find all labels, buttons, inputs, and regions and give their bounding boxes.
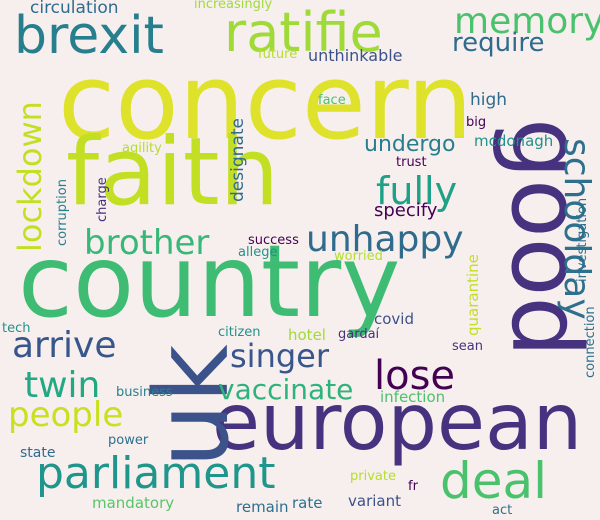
word-power: power	[108, 433, 149, 448]
word-trust: trust	[396, 155, 427, 170]
word-variant: variant	[348, 492, 401, 510]
word-state: state	[20, 445, 56, 461]
word-remain: remain	[236, 498, 289, 516]
word-fully: fully	[376, 169, 458, 213]
word-brexit: brexit	[14, 6, 164, 66]
word-circulation: circulation	[30, 0, 119, 18]
word-private: private	[350, 469, 396, 484]
word-future: future	[258, 47, 298, 62]
word-worried: worried	[334, 249, 383, 264]
word-singer: singer	[230, 337, 329, 375]
word-act: act	[492, 503, 513, 518]
word-parliament: parliament	[36, 448, 276, 499]
word-twin: twin	[24, 365, 101, 406]
word-brother: brother	[84, 223, 210, 263]
word-ratifie: ratifie	[224, 1, 383, 64]
word-agility: agility	[122, 141, 162, 156]
word-lose: lose	[374, 353, 456, 399]
word-allege: allege	[238, 245, 278, 260]
word-charge: charge	[95, 177, 110, 222]
word-business: business	[116, 385, 173, 400]
word-memory: memory	[454, 1, 600, 42]
word-infection: infection	[380, 388, 446, 406]
word-mandatory: mandatory	[92, 494, 175, 512]
word-hotel: hotel	[288, 326, 326, 344]
word-quarantine: quarantine	[464, 254, 482, 336]
word-european: european	[212, 378, 583, 468]
word-success: success	[248, 233, 299, 248]
word-people: people	[8, 395, 124, 435]
word-specify: specify	[374, 200, 438, 221]
word-sean: sean	[452, 339, 483, 354]
word-fr: fr	[408, 479, 418, 494]
word-corruption: corruption	[55, 179, 70, 246]
word-arrive: arrive	[12, 325, 117, 366]
word-big: big	[466, 115, 487, 130]
word-high: high	[470, 90, 508, 110]
word-citizen: citizen	[218, 325, 261, 340]
word-lockdown: lockdown	[11, 101, 49, 252]
word-country: country	[18, 223, 401, 340]
word-require: require	[452, 28, 545, 58]
word-deal: deal	[440, 452, 548, 510]
word-tech: tech	[2, 321, 31, 336]
word-unthinkable: unthinkable	[308, 46, 403, 65]
word-face: face	[318, 93, 346, 108]
word-designate: designate	[228, 118, 248, 202]
word-concern: concern	[58, 41, 473, 163]
word-faith: faith	[66, 118, 280, 227]
word-covid: covid	[374, 310, 414, 328]
word-rate: rate	[292, 494, 323, 512]
word-vaccinate: vaccinate	[218, 373, 354, 406]
word-undergo: undergo	[364, 132, 456, 157]
word-unhappy: unhappy	[306, 219, 464, 260]
word-gardai: gardaí	[338, 327, 380, 342]
word-mcdonagh: mcdonagh	[474, 132, 554, 150]
word-increasingly: increasingly	[194, 0, 273, 12]
word-investigation: investigation	[575, 197, 590, 282]
word-connection: connection	[583, 306, 598, 378]
